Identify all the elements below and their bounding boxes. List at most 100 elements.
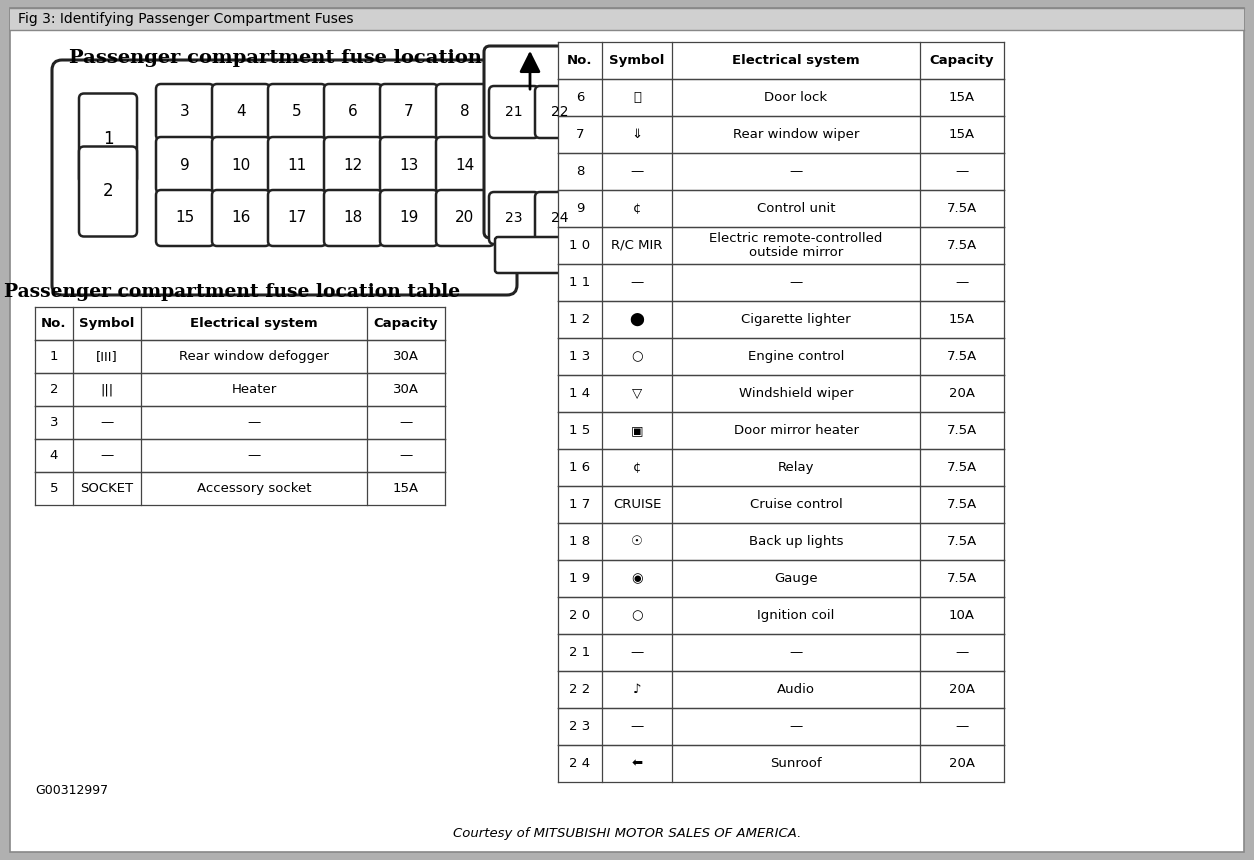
Text: Electric remote-controlled: Electric remote-controlled <box>710 232 883 245</box>
Text: Electrical system: Electrical system <box>191 317 317 330</box>
Bar <box>558 486 1004 523</box>
Text: R/C MIR: R/C MIR <box>611 239 662 252</box>
Text: 8: 8 <box>460 105 470 120</box>
Text: Rear window wiper: Rear window wiper <box>732 128 859 141</box>
Text: 15A: 15A <box>949 128 976 141</box>
Bar <box>558 375 1004 412</box>
Bar <box>558 153 1004 190</box>
Text: 1 3: 1 3 <box>569 350 591 363</box>
FancyBboxPatch shape <box>436 137 494 193</box>
FancyBboxPatch shape <box>535 192 586 244</box>
Text: 2: 2 <box>50 383 58 396</box>
FancyBboxPatch shape <box>268 137 326 193</box>
Text: ▣: ▣ <box>631 424 643 437</box>
Text: 2 4: 2 4 <box>569 757 591 770</box>
Text: Gauge: Gauge <box>774 572 818 585</box>
Text: 17: 17 <box>287 211 307 225</box>
Bar <box>558 227 1004 264</box>
Text: Door lock: Door lock <box>765 91 828 104</box>
FancyBboxPatch shape <box>436 84 494 140</box>
Text: ⇓: ⇓ <box>632 128 642 141</box>
Text: 2 2: 2 2 <box>569 683 591 696</box>
Text: 7.5A: 7.5A <box>947 535 977 548</box>
Text: 7.5A: 7.5A <box>947 461 977 474</box>
FancyBboxPatch shape <box>380 137 438 193</box>
Text: 7.5A: 7.5A <box>947 424 977 437</box>
Text: 2 3: 2 3 <box>569 720 591 733</box>
Text: 15: 15 <box>176 211 194 225</box>
Text: Heater: Heater <box>232 383 277 396</box>
Text: —: — <box>789 276 803 289</box>
Text: Passenger compartment fuse location table: Passenger compartment fuse location tabl… <box>4 283 460 301</box>
Text: —: — <box>631 276 643 289</box>
Text: 3: 3 <box>50 416 58 429</box>
Text: No.: No. <box>41 317 66 330</box>
Text: 1: 1 <box>50 350 58 363</box>
Text: 4: 4 <box>50 449 58 462</box>
Text: 7.5A: 7.5A <box>947 202 977 215</box>
Text: —: — <box>399 449 413 462</box>
Bar <box>558 449 1004 486</box>
Text: [III]: [III] <box>97 350 118 363</box>
Text: —: — <box>247 449 261 462</box>
Bar <box>558 634 1004 671</box>
Text: Symbol: Symbol <box>79 317 134 330</box>
Text: 9: 9 <box>576 202 584 215</box>
Bar <box>558 523 1004 560</box>
Text: ♪: ♪ <box>633 683 641 696</box>
Text: 4: 4 <box>236 105 246 120</box>
Text: 7.5A: 7.5A <box>947 239 977 252</box>
Text: Cruise control: Cruise control <box>750 498 843 511</box>
Text: Control unit: Control unit <box>756 202 835 215</box>
FancyBboxPatch shape <box>495 237 576 273</box>
Text: 20A: 20A <box>949 757 976 770</box>
FancyBboxPatch shape <box>324 137 382 193</box>
Bar <box>558 708 1004 745</box>
Text: 7: 7 <box>576 128 584 141</box>
Bar <box>558 79 1004 116</box>
Text: —: — <box>247 416 261 429</box>
Text: 11: 11 <box>287 157 307 173</box>
Text: Capacity: Capacity <box>929 54 994 67</box>
FancyBboxPatch shape <box>380 190 438 246</box>
Text: 21: 21 <box>505 105 523 119</box>
Text: —: — <box>100 449 114 462</box>
Bar <box>35 439 445 472</box>
Text: Symbol: Symbol <box>609 54 665 67</box>
Text: 16: 16 <box>231 211 251 225</box>
Bar <box>558 597 1004 634</box>
Text: 2 1: 2 1 <box>569 646 591 659</box>
Text: —: — <box>100 416 114 429</box>
Text: 23: 23 <box>505 211 523 225</box>
Text: No.: No. <box>567 54 593 67</box>
Text: 20: 20 <box>455 211 474 225</box>
Bar <box>558 671 1004 708</box>
Text: ⬤: ⬤ <box>630 313 645 326</box>
Text: 2 0: 2 0 <box>569 609 591 622</box>
FancyBboxPatch shape <box>268 190 326 246</box>
Bar <box>558 412 1004 449</box>
Text: 8: 8 <box>576 165 584 178</box>
Text: ¢: ¢ <box>633 461 641 474</box>
Text: 12: 12 <box>344 157 362 173</box>
Text: 22: 22 <box>552 105 569 119</box>
Text: outside mirror: outside mirror <box>749 246 843 259</box>
Text: 30A: 30A <box>393 383 419 396</box>
Text: Audio: Audio <box>777 683 815 696</box>
Text: Fig 3: Identifying Passenger Compartment Fuses: Fig 3: Identifying Passenger Compartment… <box>18 12 354 26</box>
Bar <box>558 338 1004 375</box>
Bar <box>35 406 445 439</box>
Text: ☉: ☉ <box>631 535 643 548</box>
Text: CRUISE: CRUISE <box>613 498 661 511</box>
Text: 10: 10 <box>232 157 251 173</box>
Text: 5: 5 <box>50 482 58 495</box>
FancyBboxPatch shape <box>380 84 438 140</box>
Text: ⬅: ⬅ <box>632 757 642 770</box>
Text: Courtesy of MITSUBISHI MOTOR SALES OF AMERICA.: Courtesy of MITSUBISHI MOTOR SALES OF AM… <box>453 827 801 840</box>
Text: 1 4: 1 4 <box>569 387 591 400</box>
Text: —: — <box>956 720 968 733</box>
FancyBboxPatch shape <box>436 190 494 246</box>
FancyBboxPatch shape <box>324 84 382 140</box>
Text: 5: 5 <box>292 105 302 120</box>
Text: G00312997: G00312997 <box>35 783 108 796</box>
